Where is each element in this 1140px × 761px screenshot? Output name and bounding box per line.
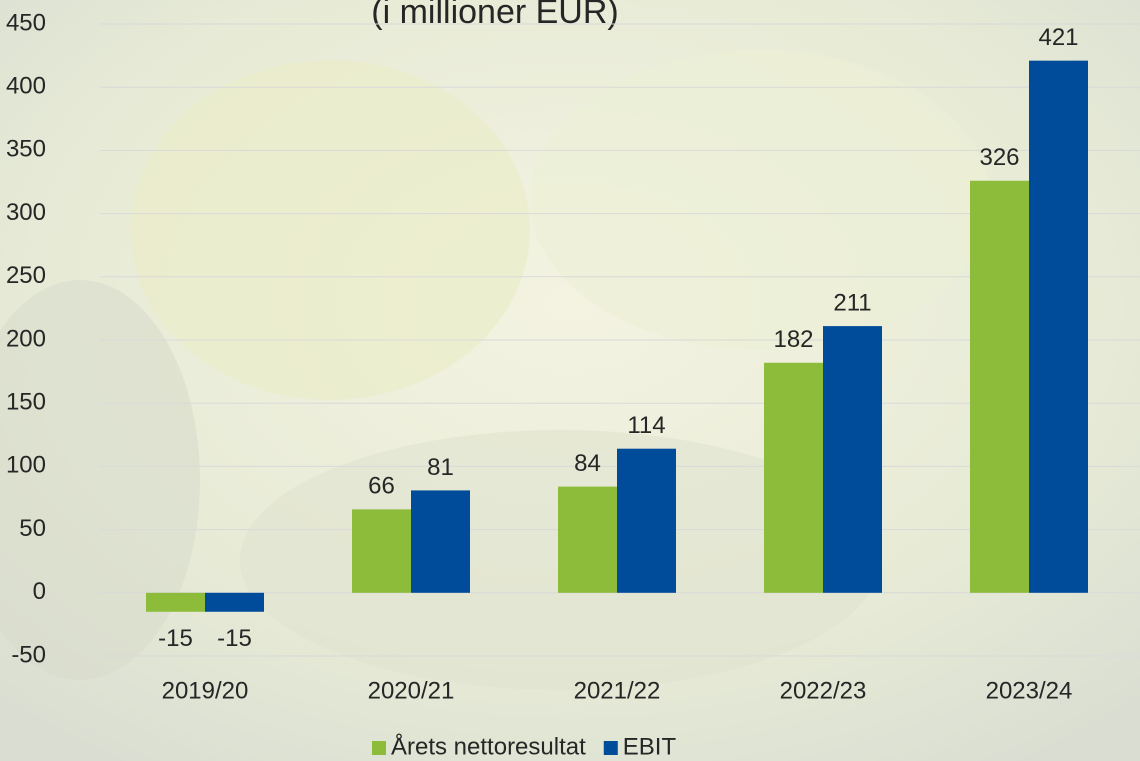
bar	[970, 180, 1029, 593]
x-tick-label: 2021/22	[574, 677, 661, 704]
legend-swatch	[603, 741, 618, 755]
background-leaf	[130, 60, 530, 400]
data-label: 84	[574, 450, 601, 477]
y-tick-label: 0	[33, 578, 46, 605]
bar	[617, 448, 676, 593]
bar	[352, 509, 411, 593]
background-leaf	[530, 50, 990, 350]
y-tick-label: -50	[11, 641, 46, 668]
data-label: 66	[368, 473, 395, 500]
data-label: 421	[1038, 24, 1078, 51]
y-tick-label: 350	[6, 136, 46, 163]
bar	[764, 362, 823, 593]
data-label: 182	[773, 326, 813, 353]
legend-label: Årets nettoresultat	[391, 732, 586, 760]
bar	[411, 490, 470, 593]
y-tick-label: 50	[19, 515, 46, 542]
y-tick-label: 300	[6, 199, 46, 226]
data-label: 211	[833, 289, 871, 316]
x-tick-label: 2019/20	[162, 677, 249, 704]
data-label: 114	[627, 412, 665, 439]
x-tick-label: 2022/23	[780, 677, 867, 704]
legend-swatch	[372, 741, 386, 755]
bar	[823, 326, 882, 593]
bar	[146, 592, 205, 612]
bar	[558, 486, 617, 593]
data-label: 81	[427, 454, 454, 481]
y-tick-label: 400	[6, 73, 46, 100]
y-tick-label: 200	[6, 325, 46, 352]
y-tick-label: 450	[6, 9, 46, 36]
x-tick-label: 2020/21	[368, 677, 455, 704]
y-tick-label: 250	[6, 262, 46, 289]
x-tick-label: 2023/24	[986, 677, 1073, 704]
data-label: 326	[979, 144, 1019, 171]
chart-title: (i millioner EUR)	[371, 0, 618, 31]
data-label: -15	[158, 625, 193, 652]
bar	[205, 592, 264, 612]
background-leaf	[0, 280, 200, 680]
y-tick-label: 100	[6, 452, 46, 479]
bar	[1029, 60, 1088, 593]
y-tick-label: 150	[6, 389, 46, 416]
legend-label: EBIT	[623, 733, 677, 760]
data-label: -15	[217, 625, 252, 652]
